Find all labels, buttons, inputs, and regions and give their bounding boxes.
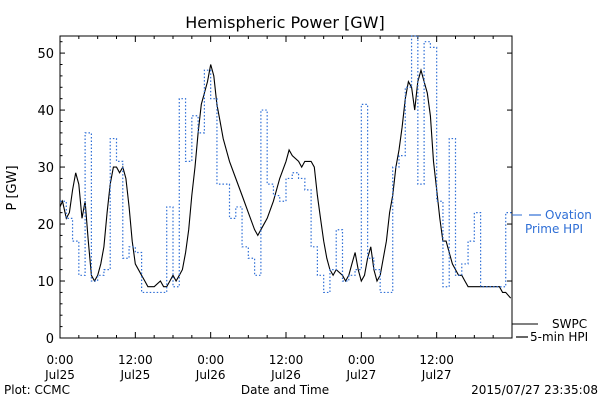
- y-axis-label: P [GW]: [5, 165, 20, 210]
- y-tick-label: 10: [37, 275, 54, 290]
- x-tick-time-label: 0:00: [348, 353, 375, 367]
- chart-title: Hemispheric Power [GW]: [185, 13, 384, 32]
- x-tick-date-label: Jul27: [345, 368, 376, 382]
- y-tick-label: 40: [37, 104, 54, 119]
- y-tick-label: 0: [46, 332, 54, 347]
- swpc-legend-label-line1: SWPC: [552, 317, 587, 331]
- ovation-legend-label-line1: Ovation: [545, 208, 592, 222]
- x-tick-date-label: Jul26: [195, 368, 226, 382]
- x-tick-time-label: 12:00: [118, 353, 153, 367]
- x-tick-date-label: Jul25: [44, 368, 75, 382]
- x-tick-date-label: Jul25: [119, 368, 150, 382]
- x-axis-label: Date and Time: [241, 383, 329, 397]
- x-tick-time-label: 12:00: [269, 353, 304, 367]
- series-layer: [59, 35, 512, 299]
- swpc-legend-label-line2: 5-min HPI: [530, 330, 588, 344]
- footer-timestamp: 2015/07/27 23:35:08: [471, 383, 598, 397]
- y-tick-label: 20: [37, 218, 54, 233]
- footer-plot-credit: Plot: CCMC: [4, 383, 70, 397]
- x-tick-time-label: 12:00: [419, 353, 454, 367]
- y-tick-label: 30: [37, 161, 54, 176]
- x-tick-time-label: 0:00: [47, 353, 74, 367]
- y-axis-ticks: 0 10 20 30 40 50: [37, 41, 512, 347]
- x-tick-date-label: Jul26: [270, 368, 301, 382]
- x-axis-ticks: 0:00Jul2512:00Jul250:00Jul2612:00Jul260:…: [44, 36, 494, 382]
- x-tick-time-label: 0:00: [197, 353, 224, 367]
- series-line-swpc-5min-hpi: [59, 64, 512, 299]
- x-tick-date-label: Jul27: [421, 368, 452, 382]
- y-tick-label: 50: [37, 47, 54, 62]
- ovation-legend-label-line2: Prime HPI: [525, 222, 583, 236]
- series-line-ovation-prime-hpi: [60, 35, 512, 294]
